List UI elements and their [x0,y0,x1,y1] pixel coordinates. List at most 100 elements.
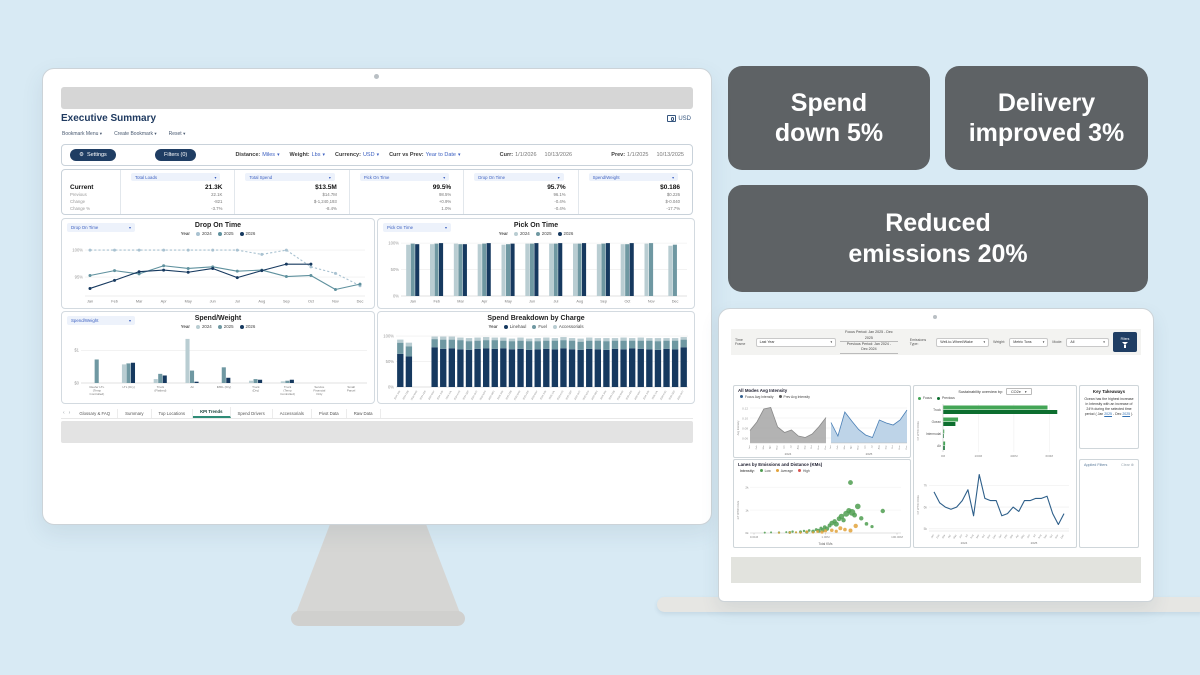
svg-text:Nov: Nov [648,300,655,304]
spend-breakdown-plot: 0% 50% 100% 2024 JAN 2024 FEB 2024 MAR 2024 AP… [381,332,691,401]
pick-on-time-card: Pick On Time Pick On Time ▾ Year 2024 2025… [377,218,695,309]
curr-to-date[interactable]: 10/13/2026 [544,152,573,158]
metric-dropdown[interactable]: Drop On Time ▾ [67,223,135,232]
chart-legend: Focus Avg Intensity Prev Avg Intensity [740,395,810,399]
filter-dropdown[interactable]: Curr vs Prev: Year to Date ▾ [389,152,461,158]
tab-scroll-arrow[interactable]: ‹ [63,410,65,416]
prev-to-date[interactable]: 10/13/2025 [656,152,684,158]
tab-glossary-faq[interactable]: Glossary & FAQ [72,408,119,418]
svg-text:100.00M: 100.00M [891,535,903,539]
bookmark-menu-item[interactable]: Create Bookmark ▾ [114,131,157,137]
tab-kpi-trends[interactable]: KPI Trends [193,406,231,418]
svg-text:Jun: Jun [865,445,867,449]
monitor-stand-base [291,611,465,626]
previous-period: Previous Period: Jan 2024 - Dec 2024 [840,342,898,354]
tab-spend-drivers[interactable]: Spend Drivers [231,408,273,418]
time-frame-select[interactable]: Last Year ▾ [755,337,837,347]
bookmark-menu-item[interactable]: Bookmark Menu ▾ [62,131,103,137]
monitor-device: Executive Summary USD Bookmark Menu ▾ Cre… [42,68,712,525]
svg-text:Feb: Feb [111,300,118,304]
filter-dropdown[interactable]: Weight: Lbs ▾ [289,152,325,158]
takeaway-date-link[interactable]: 2025 [1104,411,1113,416]
filter-dropdown[interactable]: Distance: Miles ▾ [235,152,280,158]
mode-select[interactable]: All ▾ [1066,337,1109,347]
svg-text:100%: 100% [388,240,399,245]
metric-dropdown[interactable]: Pick On Time ▾ [383,223,451,232]
svg-text:Avg Intensity: Avg Intensity [736,420,740,436]
legend-item: Linehaul [503,324,526,329]
weight-select[interactable]: Metric Tons ▾ [1009,337,1049,347]
legend-title: Year [180,231,190,236]
prev-label: Prev: [611,152,626,158]
tab-raw-data[interactable]: Raw Data [347,408,381,418]
tab-scroll-arrow[interactable]: › [68,410,71,416]
filter-dropdown[interactable]: Currency: USD ▾ [334,152,380,158]
focus-period: Focus Period: Jan 2025 - Dec 2025 [840,330,898,342]
tab-top-locations[interactable]: Top Locations [152,408,194,418]
svg-text:2024 SEP: 2024 SEP [463,390,470,400]
time-frame-value: Last Year [759,340,775,344]
clear-circle-icon: ⊗ [1130,463,1134,467]
kpi-metric-dropdown[interactable]: Spend/Weight ▾ [588,173,679,181]
takeaway-text: ). [1130,411,1134,416]
svg-text:50%: 50% [391,267,400,272]
chevron-down-icon: ▾ [277,153,280,158]
curr-label: Curr: [499,152,514,158]
legend-dot-icon [775,469,779,472]
laptop-device: Time Frame Last Year ▾ Focus Period: Jan… [718,308,1154,602]
overview-header: Sustainability overview by: CO2e ▾ [914,388,1076,395]
legend-item: 2024 [195,324,212,329]
overview-metric-select[interactable]: CO2e ▾ [1005,388,1032,395]
svg-text:2026 OCT: 2026 OCT [678,390,685,401]
legend-item: Low [759,469,771,473]
svg-text:2025: 2025 [1031,541,1038,545]
clear-filters-button[interactable]: Clear ⊗ [1121,463,1134,467]
legend-item: 2025 [535,231,552,236]
settings-button[interactable]: ⚙ Settings [70,149,116,161]
svg-text:2k: 2k [745,485,749,489]
legend-item: 2024 [195,231,212,236]
sustainability-dashboard: Time Frame Last Year ▾ Focus Period: Jan… [731,329,1141,583]
legend-dot-icon [503,324,508,329]
emissions-type-select[interactable]: Well-to-Wheel/Wake ▾ [936,337,990,347]
tab-pivot-data[interactable]: Pivot Data [312,408,347,418]
legend-item: 2026 [239,231,255,236]
callout-line: Reduced [885,209,991,237]
prev-from-date[interactable]: 1/1/2025 [627,152,649,158]
legend-title: Year [488,324,498,329]
legend-item: Previous [936,396,955,400]
chevron-down-icon: ▾ [129,225,131,230]
monitor-camera-dot [374,74,379,79]
filters-button[interactable]: Filters (0) [155,149,197,161]
svg-text:2025: 2025 [866,452,873,456]
tab-summary[interactable]: Summary [118,408,152,418]
chart-title: Spend/Weight [194,315,242,322]
kpi-column: Pick On Time ▾ 99.5% 98.5% +0.9% 1.0% [348,170,463,214]
tab-accessorials[interactable]: Accessorials [273,408,312,418]
kpi-metric-dropdown[interactable]: Total Loads ▾ [131,173,221,181]
chart-legend: Focus Previous [918,396,955,400]
svg-text:Nov: Nov [1054,533,1059,539]
svg-text:2024 APR: 2024 APR [419,390,427,401]
kpi-metric-dropdown[interactable]: Total Spend ▾ [245,173,335,181]
svg-text:2026 AUG: 2026 AUG [659,390,667,401]
chart-title: Pick On Time [513,222,559,229]
curr-from-date[interactable]: 1/1/2026 [515,152,537,158]
takeaway-date-link[interactable]: 2025 [1122,411,1131,416]
metric-dropdown[interactable]: Spend/Weight ▾ [67,316,135,325]
page-title: Executive Summary [61,113,157,124]
svg-text:0.10: 0.10 [742,416,748,420]
svg-text:Jan: Jan [930,533,935,538]
legend-dot-icon [535,231,540,236]
legend-dot-icon [532,324,537,329]
svg-text:Jun: Jun [529,300,535,304]
laptop-filters-button[interactable]: Filters [1112,332,1137,352]
kpi-metric-dropdown[interactable]: Pick On Time ▾ [359,173,450,181]
kpi-metric-dropdown[interactable]: Drop On Time ▾ [474,173,564,181]
svg-text:May: May [777,445,779,450]
svg-text:Sep: Sep [804,445,806,450]
legend-dot-icon [552,324,557,329]
svg-text:400M: 400M [1010,454,1018,458]
svg-text:Sep: Sep [975,533,980,539]
bookmark-menu-item[interactable]: Reset ▾ [168,131,186,137]
